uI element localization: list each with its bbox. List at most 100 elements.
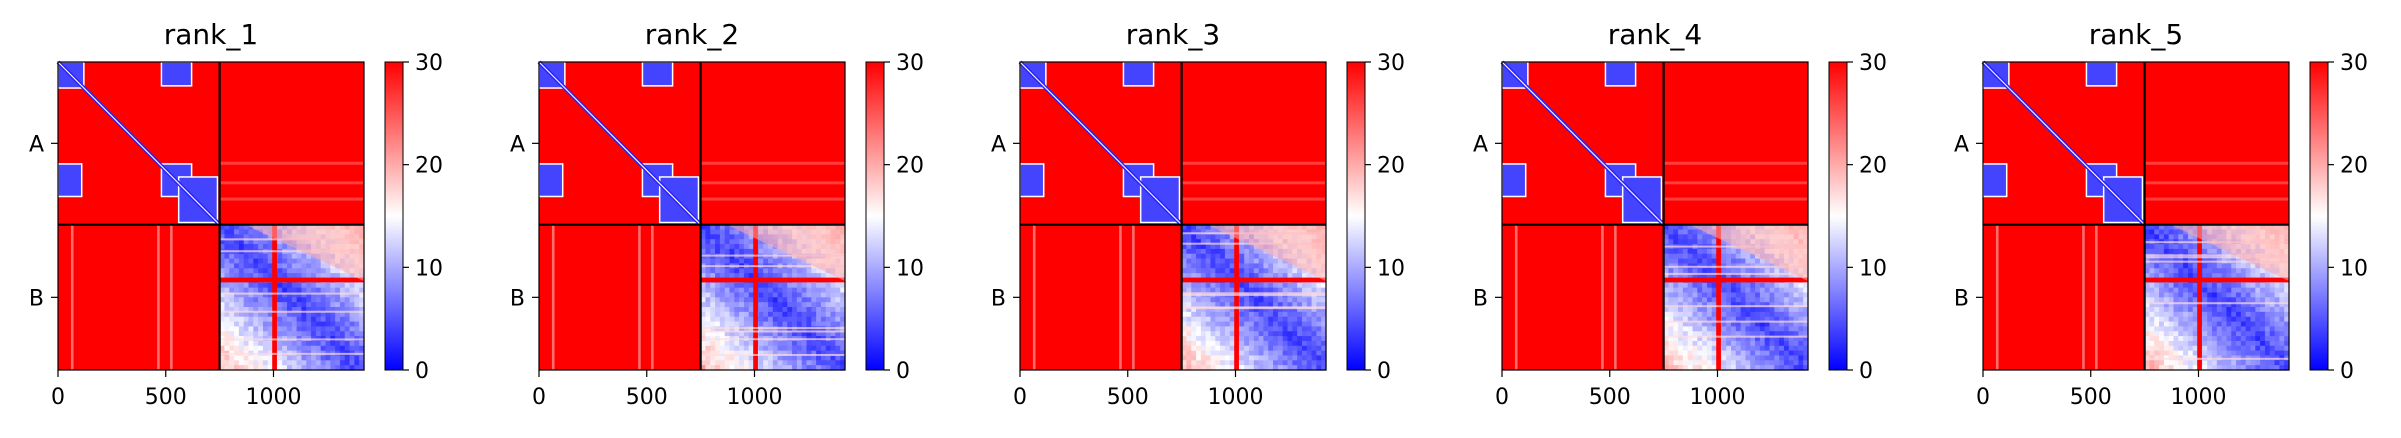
heatmap-cell xyxy=(705,282,711,289)
heatmap-cell xyxy=(2159,244,2165,250)
heatmap-cell xyxy=(758,311,764,318)
heatmap-cell xyxy=(1321,302,1327,308)
heatmap-cell xyxy=(1759,292,1766,298)
heatmap-cell xyxy=(1239,340,1245,347)
heatmap-cell xyxy=(243,340,250,347)
heatmap-cell xyxy=(830,287,836,294)
heatmap-cell xyxy=(820,350,827,357)
heatmap-cell xyxy=(1779,282,1785,289)
heatmap-cell xyxy=(1196,297,1202,303)
heatmap-cell xyxy=(1678,258,1684,265)
heatmap-cell xyxy=(792,365,798,371)
heatmap-cell xyxy=(267,297,274,303)
heatmap-cell xyxy=(777,282,784,289)
heatmap-cell xyxy=(2178,316,2184,323)
heatmap-cell xyxy=(1210,321,1216,328)
heatmap-cell xyxy=(700,234,707,240)
heatmap-cell xyxy=(724,239,731,245)
heatmap-cell xyxy=(1200,331,1207,337)
heatmap-cell xyxy=(1263,307,1269,313)
x-tick-label: 500 xyxy=(1107,385,1149,410)
heatmap-cell xyxy=(296,340,303,347)
heatmap-cell xyxy=(758,350,764,357)
heatmap-cell xyxy=(291,302,298,308)
heatmap-cell xyxy=(840,287,846,294)
heatmap-cell xyxy=(700,338,845,341)
heatmap-cell xyxy=(767,355,774,361)
heatmap-cell xyxy=(1253,307,1260,313)
heatmap-cell xyxy=(354,282,360,289)
heatmap-cell xyxy=(1682,292,1689,298)
heatmap-cell xyxy=(772,340,779,347)
heatmap-cell xyxy=(816,360,822,366)
heatmap-cell xyxy=(1702,307,1708,313)
heatmap-cell xyxy=(2216,287,2223,294)
heatmap-cell xyxy=(1306,273,1313,279)
heatmap-cell xyxy=(1678,360,1684,366)
heatmap-cell xyxy=(1755,268,1761,274)
heatmap-cell xyxy=(234,229,240,235)
heatmap-cell xyxy=(748,268,755,274)
heatmap-cell xyxy=(2264,345,2271,352)
heatmap-cell xyxy=(758,268,764,274)
heatmap-cell xyxy=(1759,302,1766,308)
heatmap-cell xyxy=(1730,345,1737,352)
heatmap-cell xyxy=(1268,311,1274,318)
heatmap-cell xyxy=(763,244,769,250)
heatmap-cell xyxy=(700,161,845,165)
heatmap-cell xyxy=(2168,229,2175,235)
heatmap-cell xyxy=(739,268,745,274)
heatmap-cell xyxy=(2173,307,2179,313)
heatmap-cell xyxy=(1783,297,1790,303)
heatmap-cell xyxy=(2163,336,2170,342)
x-tick-label: 1000 xyxy=(1207,385,1263,410)
heatmap-cell xyxy=(816,326,822,332)
heatmap-cell xyxy=(2178,248,2184,255)
heatmap-cell xyxy=(349,273,355,279)
heatmap-cell xyxy=(2264,287,2271,294)
heatmap-cell xyxy=(1277,268,1284,274)
panel-title: rank_3 xyxy=(1126,18,1220,51)
heatmap-cell xyxy=(748,258,755,265)
heatmap-cell xyxy=(2245,297,2252,303)
heatmap-cell xyxy=(1783,345,1790,352)
heatmap-cell xyxy=(2163,345,2170,352)
heatmap-cell xyxy=(1301,350,1308,357)
heatmap-cell xyxy=(1702,229,1708,235)
heatmap-cell xyxy=(253,360,259,366)
heatmap-cell xyxy=(1196,355,1202,361)
heatmap-cell xyxy=(2279,302,2285,308)
heatmap-cell xyxy=(1730,292,1737,298)
heatmap-cell xyxy=(1287,345,1293,352)
heatmap-cell xyxy=(1210,268,1216,274)
heatmap-cell xyxy=(1711,321,1718,328)
heatmap-cell xyxy=(1220,336,1226,342)
heatmap-cell xyxy=(729,302,735,308)
heatmap-cell xyxy=(1735,340,1742,347)
heatmap-cell xyxy=(1239,268,1245,274)
heatmap-cell xyxy=(2226,316,2232,323)
heatmap-cell xyxy=(700,265,845,268)
heatmap-cell xyxy=(705,316,711,323)
heatmap-cell xyxy=(2168,263,2175,269)
heatmap-cell xyxy=(1663,345,1670,352)
heatmap-cell xyxy=(1277,273,1284,279)
heatmap-cell xyxy=(1721,336,1727,342)
heatmap-cell xyxy=(2144,244,2151,250)
heatmap-cell xyxy=(1215,326,1221,332)
heatmap-cell xyxy=(763,248,769,255)
heatmap-cell xyxy=(551,224,555,370)
heatmap-cell xyxy=(700,297,707,303)
heatmap-cell xyxy=(2163,263,2170,269)
heatmap-cell xyxy=(219,311,226,318)
heatmap-cell xyxy=(296,360,303,366)
heatmap-cell xyxy=(339,321,346,328)
heatmap-cell xyxy=(1268,336,1274,342)
heatmap-cell xyxy=(1793,292,1799,298)
heatmap-cell xyxy=(1292,360,1298,366)
heatmap-cell xyxy=(1769,331,1775,337)
heatmap-cell xyxy=(1678,229,1684,235)
heatmap-cell xyxy=(258,263,264,269)
heatmap-cell xyxy=(1668,224,1674,231)
heatmap-cell xyxy=(1682,302,1689,308)
